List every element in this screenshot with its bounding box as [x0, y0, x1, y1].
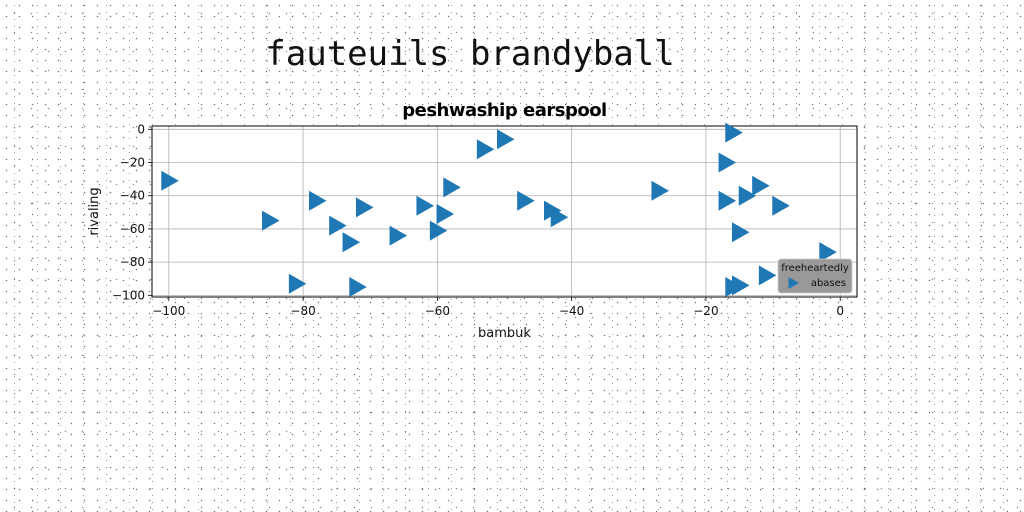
- y-tick-label: −80: [120, 255, 145, 269]
- data-point: [329, 215, 347, 236]
- x-axis-label: bambuk: [478, 326, 531, 341]
- data-point: [161, 170, 179, 191]
- y-tick-label: 0: [137, 122, 145, 136]
- data-point: [476, 139, 495, 160]
- plot-frame: [151, 125, 858, 298]
- x-tick-label: −20: [693, 304, 718, 318]
- data-point: [758, 265, 777, 286]
- data-point: [436, 203, 455, 224]
- data-point: [262, 210, 280, 231]
- data-point: [819, 242, 837, 263]
- data-point: [416, 195, 434, 216]
- x-tick-label: −40: [559, 304, 584, 318]
- data-point: [497, 129, 515, 150]
- grid: [152, 126, 857, 297]
- legend-marker-triangle-icon: [788, 277, 799, 289]
- chart-title: peshwaship earspool: [402, 100, 606, 121]
- y-tick-label: −60: [120, 222, 145, 236]
- y-tick-label: −100: [112, 288, 145, 302]
- x-tick-label: −80: [290, 304, 315, 318]
- data-point: [732, 275, 750, 296]
- x-tick-label: −60: [425, 304, 450, 318]
- data-point: [732, 222, 750, 243]
- data-point: [651, 180, 669, 201]
- data-point: [443, 177, 461, 198]
- data-point: [550, 207, 569, 228]
- y-tick-label: −40: [120, 189, 145, 203]
- data-point: [389, 225, 408, 246]
- data-point: [356, 197, 374, 218]
- plot-background: [152, 126, 857, 297]
- data-point: [429, 220, 448, 241]
- legend-entry: abases: [811, 278, 846, 289]
- ticks: −100 −80 −60 −40 −20 0 0 −20 −40 −60 −80 −100: [112, 122, 844, 318]
- data-point: [718, 190, 737, 211]
- data-point: [309, 190, 327, 211]
- x-tick-label: −100: [152, 304, 185, 318]
- data-point: [718, 152, 737, 173]
- data-point: [349, 277, 367, 298]
- data-point: [752, 175, 770, 196]
- data-point: [342, 232, 361, 253]
- legend-box: [777, 258, 853, 294]
- axes-frame: [151, 125, 858, 298]
- data-point: [725, 122, 743, 143]
- y-axis-label: rivaling: [87, 187, 102, 235]
- data-point: [288, 273, 307, 294]
- data-point: [517, 190, 535, 211]
- legend: freeheartedly abases: [777, 258, 853, 294]
- page-title: fauteuils brandyball: [265, 34, 675, 74]
- x-tick-label: 0: [836, 304, 844, 318]
- y-tick-label: −20: [120, 156, 145, 170]
- data-points: [161, 122, 837, 298]
- data-point: [772, 195, 790, 216]
- data-point: [738, 185, 757, 206]
- legend-title: freeheartedly: [781, 263, 849, 274]
